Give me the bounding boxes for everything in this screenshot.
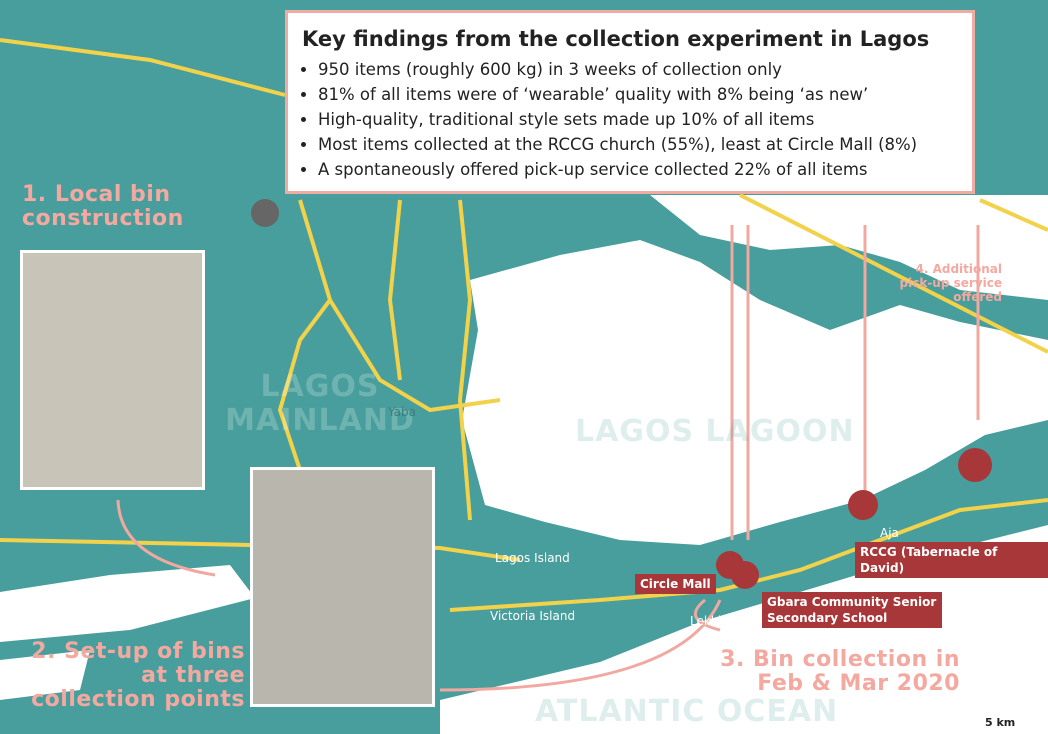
step-label: 2. Set-up of bins at three collection po… bbox=[25, 640, 245, 712]
scale-label: 5 km bbox=[985, 716, 1015, 729]
step-label: 4. Additional pick-up service offered bbox=[890, 262, 1002, 304]
photo-bin-construction bbox=[20, 250, 205, 490]
collection-point: RCCG (Tabernacle of David) bbox=[855, 542, 1048, 578]
place-label: Lekki bbox=[690, 614, 721, 628]
place-label: Victoria Island bbox=[490, 609, 575, 623]
step-label: 1. Local bin construction bbox=[22, 183, 192, 231]
infographic-map: Key findings from the collection experim… bbox=[0, 0, 1048, 734]
finding: 81% of all items were of ‘wearable’ qual… bbox=[318, 82, 958, 107]
region-label: ATLANTIC OCEAN bbox=[535, 695, 838, 729]
finding: 950 items (roughly 600 kg) in 3 weeks of… bbox=[318, 57, 958, 82]
creek bbox=[0, 565, 255, 642]
findings-title: Key findings from the collection experim… bbox=[302, 27, 958, 51]
region-label: LAGOS LAGOON bbox=[575, 415, 855, 449]
finding: Most items collected at the RCCG church … bbox=[318, 132, 958, 157]
place-label: Yaba bbox=[388, 405, 416, 419]
findings-box: Key findings from the collection experim… bbox=[285, 10, 975, 194]
finding: A spontaneously offered pick-up service … bbox=[318, 157, 958, 182]
photo-bin-setup bbox=[250, 467, 435, 707]
place-label: Lagos Island bbox=[495, 551, 570, 565]
region-label: LAGOS MAINLAND bbox=[220, 370, 420, 438]
collection-point: Gbara Community Senior Secondary School bbox=[762, 592, 942, 628]
airport-icon bbox=[251, 199, 279, 227]
collection-point: Circle Mall bbox=[635, 574, 716, 594]
place-label: Aja bbox=[880, 526, 899, 540]
finding: High-quality, traditional style sets mad… bbox=[318, 107, 958, 132]
findings-list: 950 items (roughly 600 kg) in 3 weeks of… bbox=[302, 57, 958, 182]
step-label: 3. Bin collection in Feb & Mar 2020 bbox=[710, 648, 960, 696]
